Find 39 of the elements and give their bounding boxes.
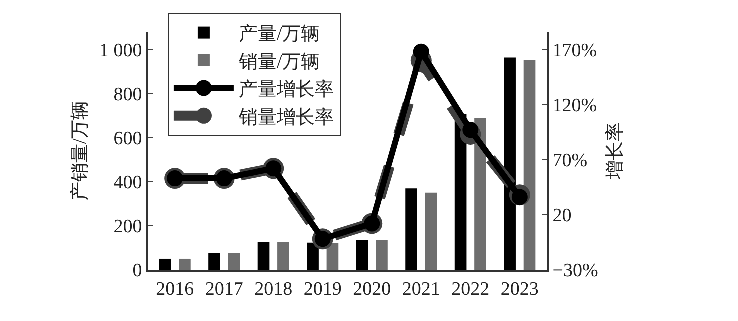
- y2-tick-label: 70%: [552, 150, 588, 172]
- y-tick-label: 600: [114, 128, 142, 150]
- x-tick-label: 2016: [156, 278, 194, 300]
- point: [413, 44, 430, 60]
- bar: [406, 188, 418, 270]
- x-tick-label: 2021: [402, 278, 440, 300]
- y-axis-title: 产销量/万辆: [70, 100, 91, 202]
- legend-label: 销量/万辆: [238, 52, 320, 73]
- y2-tick-label: 120%: [552, 95, 598, 116]
- y2-axis-title: 增长率: [604, 122, 626, 180]
- y2-tick-label: 170%: [552, 40, 598, 62]
- y2-tick-label: 20: [552, 206, 572, 227]
- x-tick-label: 2019: [304, 278, 342, 300]
- bar: [376, 240, 388, 270]
- y2-tick-label: −30%: [552, 260, 599, 282]
- x-tick-label: 2020: [353, 278, 392, 300]
- x-tick-label: 2023: [500, 278, 539, 300]
- bar: [307, 242, 319, 270]
- bar: [208, 253, 220, 270]
- x-tick-label: 2018: [254, 278, 293, 300]
- bar: [524, 60, 536, 270]
- y-tick-label: 0: [132, 260, 142, 282]
- bar: [356, 240, 368, 270]
- bar: [326, 244, 339, 270]
- legend-label: 销量增长率: [238, 106, 334, 128]
- bar: [159, 258, 172, 270]
- bar: [179, 258, 191, 270]
- y-tick-label: 400: [114, 172, 142, 194]
- bar: [258, 242, 270, 270]
- bar: [278, 242, 290, 270]
- legend-label: 产量/万辆: [238, 24, 320, 46]
- y-tick-label: 200: [114, 216, 142, 238]
- bar: [228, 253, 240, 270]
- bar: [425, 192, 438, 270]
- x-tick-label: 2017: [205, 278, 244, 300]
- legend-label: 产量增长率: [238, 78, 334, 101]
- y-tick-label: 1 000: [99, 40, 142, 62]
- y-tick-label: 800: [114, 84, 142, 106]
- x-tick-label: 2022: [452, 278, 490, 300]
